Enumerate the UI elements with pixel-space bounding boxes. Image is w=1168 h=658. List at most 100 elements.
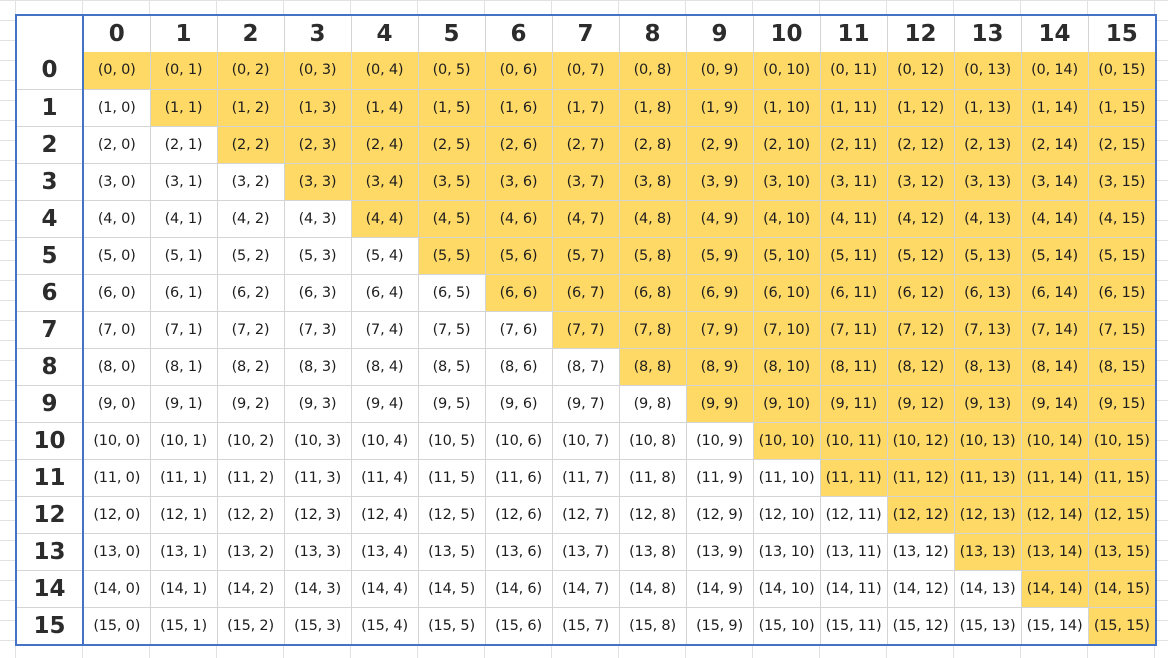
column-header-1[interactable]: 1 — [150, 16, 218, 52]
column-header-9[interactable]: 9 — [686, 16, 754, 52]
pair-cell[interactable]: (3, 7) — [552, 163, 620, 201]
pair-cell[interactable]: (4, 1) — [150, 200, 218, 238]
row-header-8[interactable]: 8 — [17, 348, 84, 386]
pair-cell[interactable]: (14, 9) — [686, 570, 754, 608]
pair-cell[interactable]: (8, 8) — [619, 348, 687, 386]
pair-cell[interactable]: (3, 0) — [83, 163, 151, 201]
pair-cell[interactable]: (6, 14) — [1021, 274, 1089, 312]
column-header-6[interactable]: 6 — [485, 16, 553, 52]
pair-cell[interactable]: (2, 4) — [351, 126, 419, 164]
pair-cell[interactable]: (2, 3) — [284, 126, 352, 164]
pair-cell[interactable]: (6, 15) — [1088, 274, 1155, 312]
pair-cell[interactable]: (10, 0) — [83, 422, 151, 460]
pair-cell[interactable]: (0, 13) — [954, 52, 1022, 90]
row-header-2[interactable]: 2 — [17, 126, 84, 164]
pair-cell[interactable]: (8, 11) — [820, 348, 888, 386]
pair-cell[interactable]: (8, 13) — [954, 348, 1022, 386]
pair-cell[interactable]: (10, 5) — [418, 422, 486, 460]
pair-cell[interactable]: (5, 0) — [83, 237, 151, 275]
pair-cell[interactable]: (12, 3) — [284, 496, 352, 534]
pair-cell[interactable]: (5, 15) — [1088, 237, 1155, 275]
pair-cell[interactable]: (10, 12) — [887, 422, 955, 460]
pair-cell[interactable]: (7, 7) — [552, 311, 620, 349]
pair-cell[interactable]: (11, 13) — [954, 459, 1022, 497]
pair-cell[interactable]: (4, 4) — [351, 200, 419, 238]
pair-cell[interactable]: (10, 11) — [820, 422, 888, 460]
pair-cell[interactable]: (1, 7) — [552, 89, 620, 127]
row-header-14[interactable]: 14 — [17, 570, 84, 608]
pair-cell[interactable]: (2, 2) — [217, 126, 285, 164]
pair-cell[interactable]: (9, 2) — [217, 385, 285, 423]
pair-cell[interactable]: (11, 10) — [753, 459, 821, 497]
pair-cell[interactable]: (11, 5) — [418, 459, 486, 497]
pair-cell[interactable]: (11, 3) — [284, 459, 352, 497]
pair-cell[interactable]: (3, 15) — [1088, 163, 1155, 201]
pair-cell[interactable]: (11, 14) — [1021, 459, 1089, 497]
pair-cell[interactable]: (2, 13) — [954, 126, 1022, 164]
pair-cell[interactable]: (4, 7) — [552, 200, 620, 238]
pair-cell[interactable]: (13, 15) — [1088, 533, 1155, 571]
pair-cell[interactable]: (10, 9) — [686, 422, 754, 460]
pair-cell[interactable]: (0, 4) — [351, 52, 419, 90]
pair-cell[interactable]: (12, 2) — [217, 496, 285, 534]
pair-cell[interactable]: (1, 2) — [217, 89, 285, 127]
pair-cell[interactable]: (4, 0) — [83, 200, 151, 238]
pair-cell[interactable]: (13, 3) — [284, 533, 352, 571]
pair-cell[interactable]: (15, 4) — [351, 607, 419, 644]
row-header-6[interactable]: 6 — [17, 274, 84, 312]
pair-cell[interactable]: (9, 10) — [753, 385, 821, 423]
row-header-4[interactable]: 4 — [17, 200, 84, 238]
pair-cell[interactable]: (3, 14) — [1021, 163, 1089, 201]
pair-cell[interactable]: (3, 4) — [351, 163, 419, 201]
pair-cell[interactable]: (5, 12) — [887, 237, 955, 275]
pair-cell[interactable]: (13, 9) — [686, 533, 754, 571]
pair-cell[interactable]: (2, 1) — [150, 126, 218, 164]
pair-cell[interactable]: (11, 2) — [217, 459, 285, 497]
pair-cell[interactable]: (3, 12) — [887, 163, 955, 201]
row-header-11[interactable]: 11 — [17, 459, 84, 497]
pair-cell[interactable]: (11, 7) — [552, 459, 620, 497]
pair-cell[interactable]: (4, 8) — [619, 200, 687, 238]
pair-cell[interactable]: (14, 0) — [83, 570, 151, 608]
pair-cell[interactable]: (3, 2) — [217, 163, 285, 201]
pair-cell[interactable]: (0, 9) — [686, 52, 754, 90]
pair-cell[interactable]: (15, 1) — [150, 607, 218, 644]
pair-cell[interactable]: (5, 6) — [485, 237, 553, 275]
pair-cell[interactable]: (14, 12) — [887, 570, 955, 608]
pair-cell[interactable]: (10, 2) — [217, 422, 285, 460]
pair-cell[interactable]: (1, 13) — [954, 89, 1022, 127]
pair-cell[interactable]: (4, 2) — [217, 200, 285, 238]
pair-cell[interactable]: (12, 6) — [485, 496, 553, 534]
column-header-4[interactable]: 4 — [351, 16, 419, 52]
pair-cell[interactable]: (0, 2) — [217, 52, 285, 90]
pair-cell[interactable]: (14, 4) — [351, 570, 419, 608]
pair-cell[interactable]: (3, 6) — [485, 163, 553, 201]
pair-cell[interactable]: (12, 8) — [619, 496, 687, 534]
pair-cell[interactable]: (1, 6) — [485, 89, 553, 127]
pair-cell[interactable]: (12, 7) — [552, 496, 620, 534]
pair-cell[interactable]: (1, 10) — [753, 89, 821, 127]
pair-cell[interactable]: (9, 6) — [485, 385, 553, 423]
pair-cell[interactable]: (12, 12) — [887, 496, 955, 534]
pair-cell[interactable]: (4, 10) — [753, 200, 821, 238]
pair-cell[interactable]: (8, 2) — [217, 348, 285, 386]
pair-cell[interactable]: (1, 9) — [686, 89, 754, 127]
pair-cell[interactable]: (4, 14) — [1021, 200, 1089, 238]
pair-cell[interactable]: (0, 1) — [150, 52, 218, 90]
pair-cell[interactable]: (2, 15) — [1088, 126, 1155, 164]
pair-cell[interactable]: (7, 0) — [83, 311, 151, 349]
pair-cell[interactable]: (2, 6) — [485, 126, 553, 164]
pair-cell[interactable]: (0, 8) — [619, 52, 687, 90]
pair-cell[interactable]: (8, 0) — [83, 348, 151, 386]
row-header-12[interactable]: 12 — [17, 496, 84, 534]
pair-cell[interactable]: (9, 1) — [150, 385, 218, 423]
pair-cell[interactable]: (1, 5) — [418, 89, 486, 127]
pair-cell[interactable]: (7, 2) — [217, 311, 285, 349]
row-header-7[interactable]: 7 — [17, 311, 84, 349]
pair-cell[interactable]: (1, 12) — [887, 89, 955, 127]
pair-cell[interactable]: (14, 6) — [485, 570, 553, 608]
pair-cell[interactable]: (6, 3) — [284, 274, 352, 312]
pair-cell[interactable]: (7, 9) — [686, 311, 754, 349]
pair-cell[interactable]: (8, 14) — [1021, 348, 1089, 386]
pair-cell[interactable]: (0, 14) — [1021, 52, 1089, 90]
